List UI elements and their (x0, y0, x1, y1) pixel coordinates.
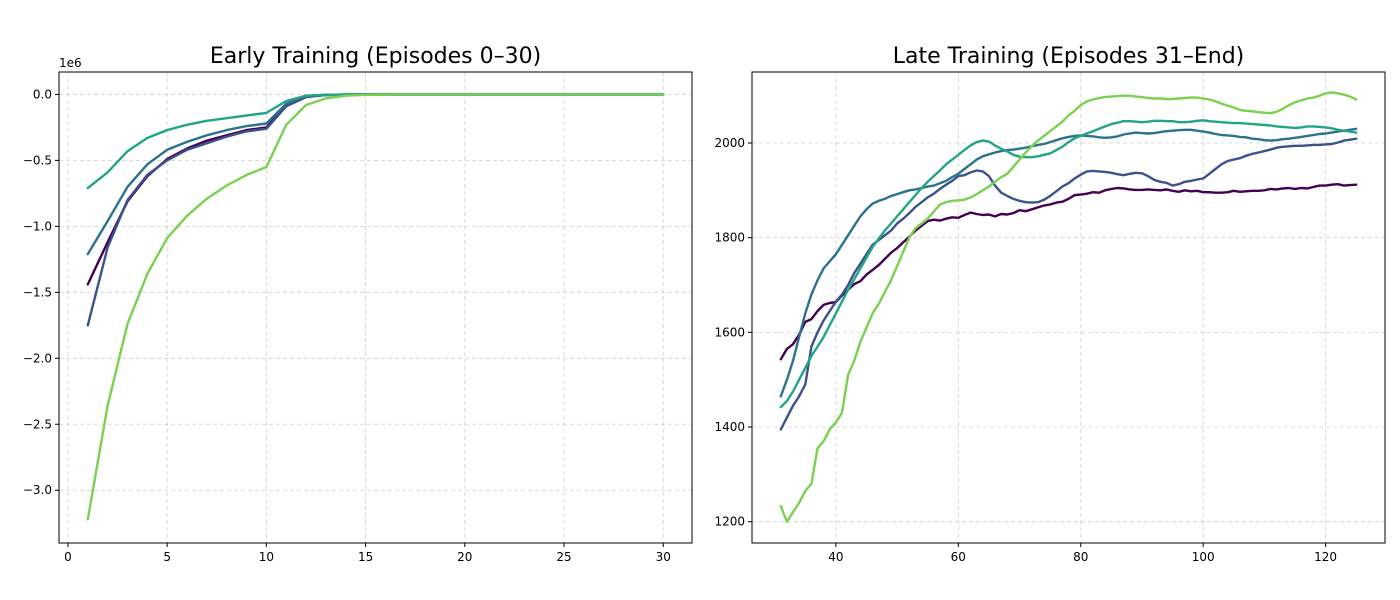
x-tick-label: 0 (64, 550, 72, 564)
x-tick-label: 40 (828, 550, 843, 564)
y-tick-label: −2.0 (23, 351, 52, 365)
y-tick-label: −3.0 (23, 483, 52, 497)
axes-frame (58, 71, 693, 544)
y-tick-label: 0.0 (33, 87, 52, 101)
y-tick-label: 2000 (714, 136, 745, 150)
series-line-1 (86, 93, 665, 286)
axes-frame (751, 71, 1386, 544)
series-line-3 (779, 127, 1358, 398)
x-tick-label: 10 (259, 550, 274, 564)
x-tick-label: 5 (163, 550, 171, 564)
late-training-chart: 40 60 80 100 120 1200 1400 1600 1800 2000 Late Tra… (714, 44, 1386, 564)
y-tick-label: 1800 (714, 231, 745, 245)
y-tick-label: −2.5 (23, 417, 52, 431)
x-tick-label: 80 (1073, 550, 1088, 564)
x-tick-label: 15 (358, 550, 373, 564)
series-line-2 (779, 137, 1358, 431)
series-line-5 (86, 93, 665, 521)
series-line-5 (779, 91, 1358, 523)
x-tick-label: 25 (556, 550, 571, 564)
early-training-chart: 0 5 10 15 20 25 30 −3.0 −2.5 −2.0 −1.5 −1.0 −0.5 0.0 1… (23, 44, 693, 564)
y-tick-label: 1600 (714, 325, 745, 339)
y-tick-label: 1400 (714, 420, 745, 434)
chart-title: Late Training (Episodes 31–End) (893, 44, 1245, 69)
series-line-4 (779, 119, 1358, 409)
chart-title: Early Training (Episodes 0–30) (210, 44, 541, 69)
x-tick-label: 30 (656, 550, 671, 564)
x-tick-label: 20 (457, 550, 472, 564)
y-tick-label: 1200 (714, 515, 745, 529)
x-tick-label: 60 (951, 550, 966, 564)
x-tick-label: 100 (1192, 550, 1215, 564)
series-line-4 (86, 93, 665, 190)
y-tick-label: −1.0 (23, 219, 52, 233)
y-offset-label: 1e6 (59, 56, 82, 70)
y-tick-label: −1.5 (23, 285, 52, 299)
series-line-1 (779, 182, 1358, 361)
y-tick-label: −0.5 (23, 153, 52, 167)
x-tick-label: 120 (1314, 550, 1337, 564)
